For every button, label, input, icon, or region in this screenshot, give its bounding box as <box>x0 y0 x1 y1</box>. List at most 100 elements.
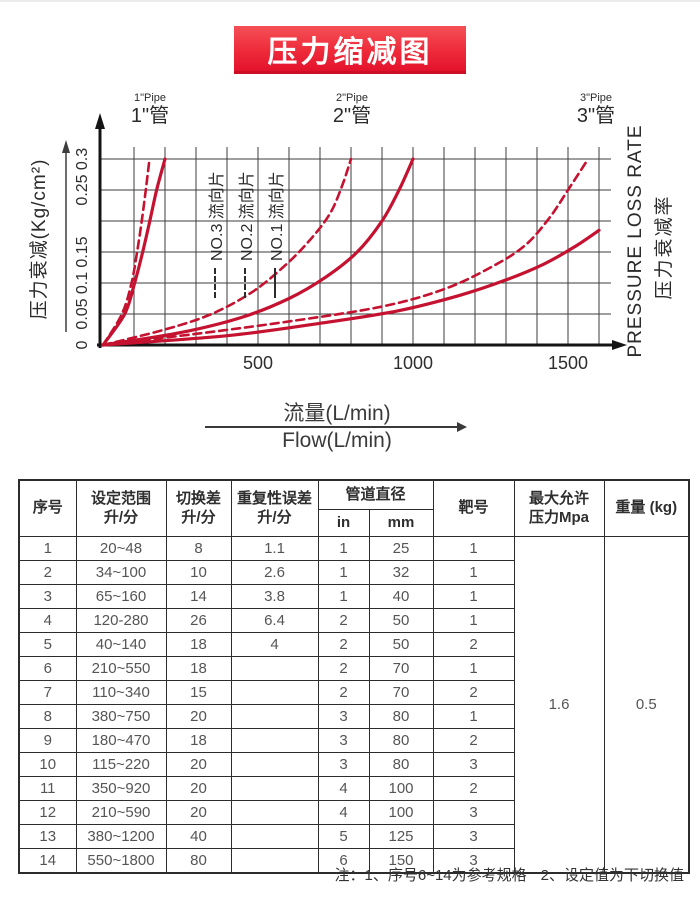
table-row: 4 120-280 26 6.4 2 50 1 <box>18 608 689 633</box>
table-cell: 1 <box>18 536 77 561</box>
table-row: 1 20~48 8 1.1 1 25 1 1.6 0.5 <box>18 536 690 874</box>
table-cell: 40 <box>165 824 232 849</box>
col-header-max-pressure: 最大允许 压力Mpa <box>513 479 605 537</box>
curve-3-pipe-dashed <box>101 157 590 347</box>
table-cell: 7 <box>18 680 77 705</box>
pressure-loss-chart-canvas <box>62 113 627 350</box>
table-cell: 3 <box>432 752 515 777</box>
pipe-label-3-zh: 3"管 <box>576 105 616 127</box>
table-cell: 350~920 <box>75 776 167 801</box>
weight-merged-cell: 0.5 <box>603 536 690 874</box>
table-cell: 70 <box>368 680 434 705</box>
page-title: 压力缩减图 <box>267 35 433 69</box>
table-cell: 210~590 <box>75 800 167 825</box>
x-tick-label: 1000 <box>392 353 434 373</box>
table-row: 13 380~1200 40 5 125 3 <box>18 824 689 849</box>
col-header-repeatability: 重复性误差 升/分 <box>230 479 319 537</box>
table-cell: 65~160 <box>75 584 167 609</box>
table-cell <box>230 752 319 777</box>
table-cell: 380~750 <box>75 704 167 729</box>
table-cell: 1 <box>317 560 370 585</box>
legend-label: NO.1 流向片 <box>269 171 286 261</box>
table-cell: 180~470 <box>75 728 167 753</box>
table-cell: 18 <box>165 656 232 681</box>
table-cell: 80 <box>368 728 434 753</box>
y-tick-label: 0.15 <box>74 236 91 268</box>
curve-2-pipe-solid <box>101 157 415 347</box>
table-cell: 3 <box>317 704 370 729</box>
col-header-mm: mm <box>368 509 434 537</box>
footnote: 注：1、序号6~14为参考规格 2、设定值为下切换值 <box>335 864 685 885</box>
curve-2-pipe-dashed <box>101 157 353 347</box>
legend-label: NO.3 流向片 <box>209 171 226 261</box>
table-cell: 1 <box>432 656 515 681</box>
curve-1-pipe-dashed <box>101 157 151 347</box>
table-cell: 26 <box>165 608 232 633</box>
table-cell: 4 <box>18 608 77 633</box>
table-row: 3 65~160 14 3.8 1 40 1 <box>18 584 689 609</box>
table-cell: 2 <box>317 656 370 681</box>
table-cell: 20 <box>165 800 232 825</box>
table-cell: 3 <box>317 728 370 753</box>
table-cell: 150 <box>368 848 434 874</box>
footnote-item-1: 1、序号6~14为参考规格 <box>364 867 527 884</box>
table-cell: 70 <box>368 656 434 681</box>
table-row: 7 110~340 15 2 70 2 <box>18 680 689 705</box>
table-cell: 1 <box>317 584 370 609</box>
table-cell: 11 <box>18 776 77 801</box>
table-cell: 1 <box>432 536 515 561</box>
table-cell: 15 <box>165 680 232 705</box>
x-tick-label: 1500 <box>547 353 589 373</box>
table-cell: 2 <box>317 632 370 657</box>
table-cell: 110~340 <box>75 680 167 705</box>
table-cell: 2 <box>432 680 515 705</box>
table-cell: 1 <box>317 536 370 561</box>
table-cell: 1 <box>432 704 515 729</box>
table-cell: 6 <box>18 656 77 681</box>
table-cell: 4 <box>230 632 319 657</box>
table-cell: 550~1800 <box>75 848 167 874</box>
table-cell: 18 <box>165 632 232 657</box>
pipe-label-2-en: 2"Pipe <box>335 92 369 104</box>
legend-line-swatch <box>214 268 216 298</box>
flow-direction-arrow <box>205 422 467 432</box>
table-row: 11 350~920 20 4 100 2 <box>18 776 689 801</box>
table-cell: 50 <box>368 608 434 633</box>
table-cell: 40~140 <box>75 632 167 657</box>
table-cell: 2 <box>432 728 515 753</box>
table-cell: 2 <box>432 632 515 657</box>
table-cell: 8 <box>18 704 77 729</box>
table-cell: 14 <box>165 584 232 609</box>
table-cell <box>230 656 319 681</box>
max-pressure-merged-cell: 1.6 <box>513 536 605 874</box>
table-cell: 20 <box>165 752 232 777</box>
table-cell: 12 <box>18 800 77 825</box>
table-cell: 20 <box>165 776 232 801</box>
table-cell: 3.8 <box>230 584 319 609</box>
right-axis-label-zh: 压力衰减率 <box>654 194 675 300</box>
legend-label: NO.2 流向片 <box>239 171 256 261</box>
col-header-weight: 重量 (kg) <box>603 479 690 537</box>
table-cell: 8 <box>165 536 232 561</box>
table-cell: 4 <box>317 800 370 825</box>
table-cell <box>230 680 319 705</box>
col-header-pipe-diameter: 管道直径 <box>317 479 434 510</box>
right-axis-label-en: PRESSURE LOSS RATE <box>625 124 646 358</box>
legend-item: NO.2 流向片 <box>232 116 258 298</box>
table-cell: 40 <box>368 584 434 609</box>
table-cell: 10 <box>18 752 77 777</box>
table-cell <box>230 728 319 753</box>
table-cell <box>230 776 319 801</box>
table-cell: 210~550 <box>75 656 167 681</box>
table-cell: 14 <box>18 848 77 874</box>
table-row: 10 115~220 20 3 80 3 <box>18 752 689 777</box>
table-cell: 80 <box>165 848 232 874</box>
table-cell: 2 <box>18 560 77 585</box>
col-header-serial: 序号 <box>18 479 77 537</box>
table-cell: 10 <box>165 560 232 585</box>
table-cell: 80 <box>368 752 434 777</box>
spec-table-body: 1 20~48 8 1.1 1 25 1 1.6 0.5 2 34~100 10 2.6 1 32 1 3 65~… <box>18 536 690 874</box>
flow-axis-caption-en: Flow(L/min) <box>282 429 392 452</box>
table-cell: 100 <box>368 776 434 801</box>
table-cell: 3 <box>432 800 515 825</box>
